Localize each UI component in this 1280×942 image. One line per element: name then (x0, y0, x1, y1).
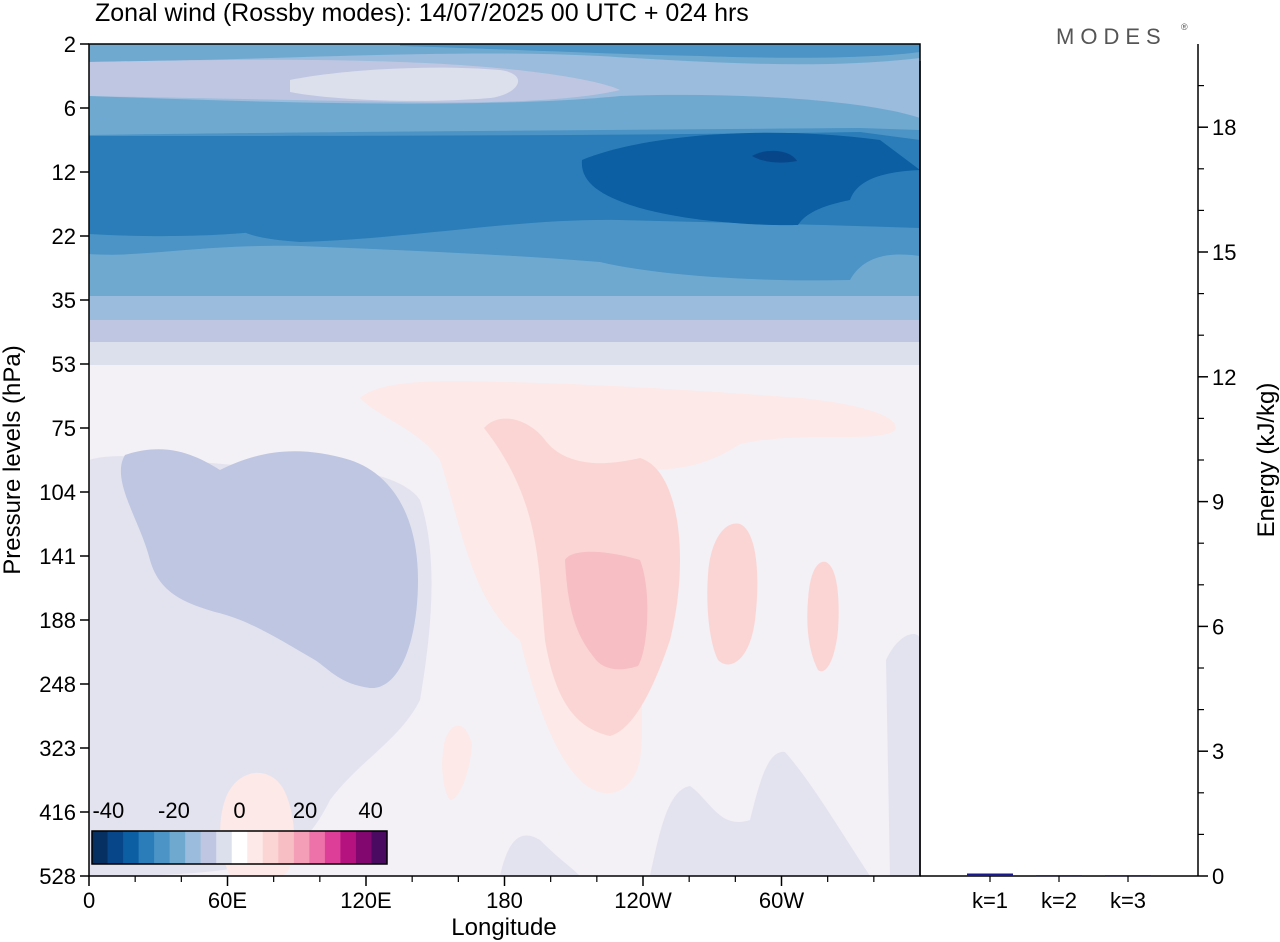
contour-neg-25-top (400, 44, 920, 58)
y-tick-label: 104 (39, 480, 76, 505)
energy-bars (967, 873, 1151, 877)
y-tick-label: 53 (52, 352, 76, 377)
energy-tick-label: 0 (1212, 864, 1224, 889)
y-tick-label: 35 (52, 288, 76, 313)
energy-bar (1036, 875, 1082, 877)
y-tick-label: 188 (39, 608, 76, 633)
contour-neg-10-band (89, 318, 920, 342)
energy-tick-label: 3 (1212, 739, 1224, 764)
contour-neg-40-core (752, 150, 797, 163)
y-tick-label: 22 (52, 224, 76, 249)
energy-category-label: k=2 (1041, 888, 1077, 913)
energy-panel: 0 3 6 9 12 15 18 k=1 k=2 k=3 Energy (kJ/kg) (919, 44, 1280, 913)
colorbar-swatch (293, 831, 310, 864)
contour-pos-5-lobe-south (442, 725, 472, 800)
chart-title: Zonal wind (Rossby modes): 14/07/2025 00… (95, 0, 749, 27)
y-tick-label: 323 (39, 736, 76, 761)
energy-category-label: k=3 (1110, 888, 1146, 913)
colorbar-label: -20 (158, 798, 190, 823)
y-tick-label: 248 (39, 672, 76, 697)
energy-x-axis: k=1 k=2 k=3 (972, 876, 1146, 913)
colorbar-swatch (138, 831, 155, 864)
heatmap-y-axis: 2 6 12 22 35 53 75 104 141 188 248 323 416 528 (39, 32, 89, 889)
contour-neg-5-east-edge (886, 634, 920, 876)
colorbar-swatch (309, 831, 326, 864)
y-tick-label: 141 (39, 544, 76, 569)
x-tick-label: 60E (208, 888, 247, 913)
contour-pos-15-core (565, 551, 648, 670)
contour-neg-10-lower (120, 449, 418, 689)
energy-bar (1105, 875, 1151, 877)
colorbar-swatch (231, 831, 248, 864)
colorbar-swatch (324, 831, 341, 864)
contour-neg-15-band (89, 296, 920, 320)
contour-neg-35-core (581, 132, 920, 226)
colorbar-swatch (262, 831, 279, 864)
colorbar-swatch (355, 831, 372, 864)
modes-logo: MODES (1056, 24, 1167, 49)
colorbar-swatch (371, 831, 388, 864)
x-tick-label: 120E (340, 888, 391, 913)
contour-neg-5-band (89, 340, 920, 365)
colorbar-frame (91, 830, 388, 865)
heatmap-x-axis: 0 60E 120E 180 120W 60W (83, 876, 875, 913)
energy-tick-label: 12 (1212, 365, 1236, 390)
y-tick-label: 416 (39, 800, 76, 825)
colorbar-label: 40 (358, 798, 382, 823)
logo-mark-icon: ® (1181, 22, 1188, 32)
colorbar-swatch (200, 831, 217, 864)
colorbar-label: 0 (233, 798, 245, 823)
colorbar-label: 20 (293, 798, 317, 823)
contour-pos-10-lobe-east (707, 523, 758, 665)
colorbar-swatch (185, 831, 202, 864)
x-tick-label: 60W (759, 888, 804, 913)
colorbar-swatch (278, 831, 295, 864)
y-tick-label: 12 (52, 160, 76, 185)
colorbar-swatch (216, 831, 233, 864)
x-axis-label: Longitude (451, 914, 556, 941)
y-tick-label: 6 (64, 96, 76, 121)
x-tick-label: 180 (486, 888, 523, 913)
energy-tick-label: 18 (1212, 115, 1236, 140)
contour-pos-10-lobe-far-east (807, 561, 839, 672)
contour-neg-5-upper (290, 67, 519, 101)
energy-axis-label: Energy (kJ/kg) (1253, 383, 1280, 538)
y-axis-label: Pressure levels (hPa) (0, 345, 26, 574)
colorbar-swatch (247, 831, 264, 864)
energy-bar (967, 873, 1013, 876)
energy-tick-label: 15 (1212, 240, 1236, 265)
y-tick-label: 75 (52, 416, 76, 441)
heatmap-panel: 2 6 12 22 35 53 75 104 141 188 248 323 416 528 0 60E 12… (0, 32, 921, 941)
x-tick-label: 0 (83, 888, 95, 913)
colorbar-swatch (154, 831, 171, 864)
y-tick-label: 2 (64, 32, 76, 57)
colorbar: -40 -20 0 20 40 (91, 798, 388, 865)
contour-field (89, 44, 920, 876)
colorbar-swatch (107, 831, 124, 864)
x-tick-label: 120W (614, 888, 672, 913)
energy-category-label: k=1 (972, 888, 1008, 913)
energy-tick-label: 9 (1212, 490, 1224, 515)
colorbar-swatch (123, 831, 140, 864)
colorbar-swatch (92, 831, 109, 864)
colorbar-swatch (340, 831, 357, 864)
colorbar-swatch (169, 831, 186, 864)
y-tick-label: 528 (39, 864, 76, 889)
energy-y-axis: 0 3 6 9 12 15 18 (1198, 84, 1236, 889)
energy-tick-label: 6 (1212, 614, 1224, 639)
contour-neg-5-bottom-mid (500, 835, 580, 876)
contour-neg-5-bottom (650, 751, 870, 876)
colorbar-label: -40 (92, 798, 124, 823)
